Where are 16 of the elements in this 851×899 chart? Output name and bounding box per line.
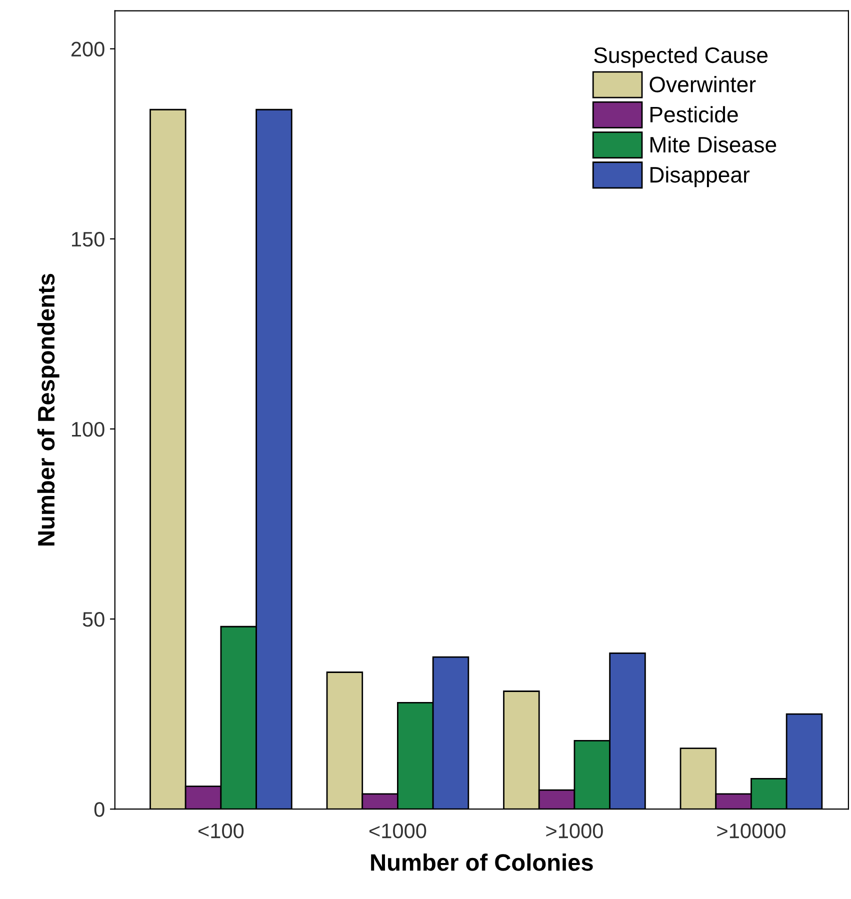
x-tick-label: <1000 [369, 824, 426, 838]
y-tick-label: 0 [94, 802, 104, 817]
legend-label: Mite Disease [650, 136, 776, 153]
y-tick-label: 200 [71, 42, 104, 57]
legend-label: Disappear [650, 166, 750, 188]
y-tick-label: 150 [72, 232, 104, 247]
x-tick-label: <100 [198, 824, 244, 838]
legend-label: Overwinter [650, 76, 756, 92]
x-axis-title: Number of Colonies [371, 854, 593, 871]
legend-title: Suspected Cause [594, 46, 768, 68]
y-tick-label: 100 [72, 422, 104, 437]
y-tick-label: 50 [82, 612, 104, 627]
x-tick-label: >10000 [717, 824, 786, 838]
y-axis-title: Number of Respondents [37, 274, 60, 546]
x-tick-label: >1000 [546, 824, 603, 838]
legend-label: Pesticide [650, 106, 738, 122]
